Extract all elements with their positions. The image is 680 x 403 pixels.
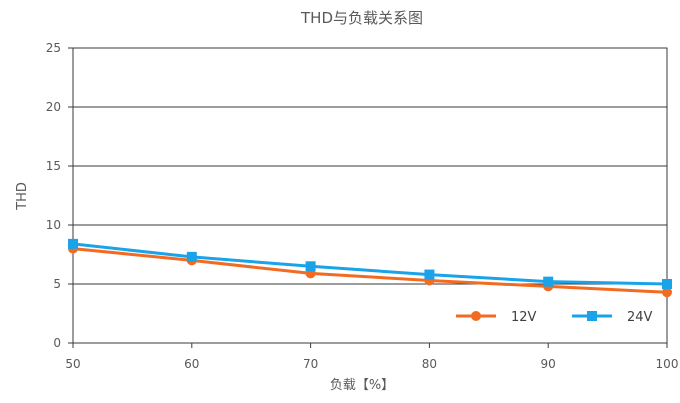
legend: 12V 24V [456,310,653,325]
y-tick-label: 25 [46,41,61,55]
x-axis-ticks: 50 60 70 80 90 100 [65,343,678,371]
legend-label-24V: 24V [627,310,653,325]
x-axis-title: 负载【%】 [330,378,394,393]
x-tick-label: 100 [656,357,679,371]
data-point-24V-70 [305,261,316,272]
legend-marker-24V [587,311,597,321]
y-tick-label: 0 [53,336,61,350]
y-tick-label: 5 [53,277,61,291]
chart-title: THD与负载关系图 [300,9,423,27]
y-axis-title: THD [15,182,30,211]
data-point-24V-90 [543,276,554,287]
x-tick-label: 50 [65,357,80,371]
x-tick-label: 80 [422,357,437,371]
series-24V [68,238,672,289]
y-tick-label: 10 [46,218,61,232]
x-tick-label: 90 [541,357,556,371]
y-axis-ticks: 0 5 10 15 20 25 [46,41,73,350]
y-tick-label: 20 [46,100,61,114]
data-point-12V-100 [662,287,672,298]
data-point-24V-50 [68,238,78,249]
y-tick-label: 15 [46,159,61,173]
data-point-24V-80 [424,269,435,280]
data-point-24V-60 [186,251,197,262]
series-line-24V [72,242,668,286]
legend-label-12V: 12V [511,310,537,325]
series-lines [68,238,672,298]
x-tick-label: 70 [303,357,318,371]
x-tick-label: 60 [184,357,199,371]
legend-marker-12V [471,311,481,321]
grid-lines [73,106,667,285]
plot-frame [72,47,668,344]
series-line-12V [72,247,668,294]
data-point-24V-100 [662,279,672,289]
